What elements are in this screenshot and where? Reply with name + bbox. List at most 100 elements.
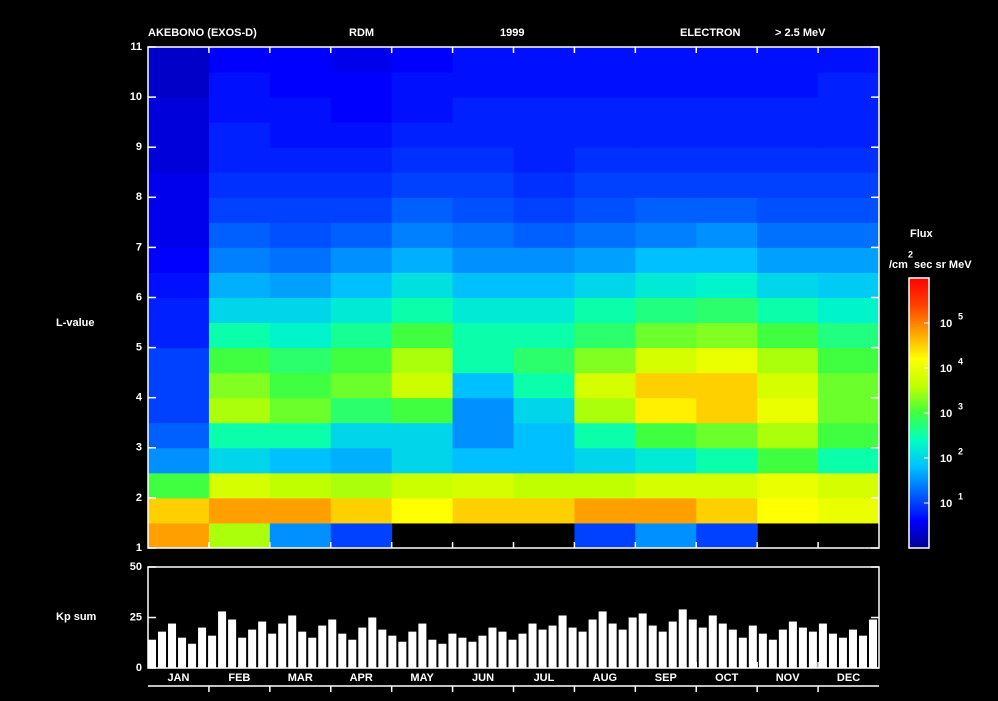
title-part: RDM — [349, 27, 374, 39]
heatmap-cell — [574, 72, 636, 98]
heatmap-cell — [574, 322, 636, 349]
bar — [418, 623, 427, 668]
heatmap-cell — [208, 172, 271, 198]
heatmap-cell — [696, 422, 758, 449]
heatmap-cell — [208, 372, 271, 399]
heatmap-cell — [757, 447, 819, 474]
heatmap-cell — [696, 197, 758, 223]
bar — [598, 611, 607, 668]
heatmap-cell — [330, 372, 393, 399]
heatmap-cell — [635, 122, 697, 148]
heatmap-cell — [574, 372, 636, 399]
heatmap-cell — [208, 297, 271, 324]
heatmap-cell — [208, 147, 271, 173]
heatmap-cell — [513, 497, 575, 524]
heatmap-cell — [513, 147, 575, 173]
heatmap-cell — [148, 397, 210, 424]
heatmap-cell — [330, 147, 393, 173]
heatmap-cell — [696, 347, 758, 374]
heatmap-cell — [452, 472, 514, 499]
heatmap-cell — [635, 72, 697, 98]
colorbar-tick-label: 10 — [940, 408, 952, 420]
heatmap-cell — [513, 422, 575, 449]
heatmap-cell — [148, 422, 210, 449]
heatmap-cell — [269, 122, 332, 148]
heatmap-cell — [757, 397, 819, 424]
heatmap-cell — [635, 522, 697, 549]
x-tick-label: SEP — [655, 672, 677, 684]
heatmap-cell — [635, 372, 697, 399]
heatmap-cell — [818, 272, 880, 298]
bar — [408, 631, 417, 668]
heatmap-cell — [208, 122, 271, 148]
bar — [688, 619, 697, 668]
heatmap-cell — [513, 47, 575, 73]
heatmap-cell — [148, 522, 210, 549]
heatmap-cell — [818, 97, 880, 123]
heatmap-cell — [391, 497, 454, 524]
x-tick-label: OCT — [715, 672, 739, 684]
heatmap-cell — [208, 397, 271, 424]
heatmap-cell — [696, 472, 758, 499]
heatmap-cell — [269, 272, 332, 298]
heatmap-cell — [513, 372, 575, 399]
heatmap-cell — [452, 272, 514, 298]
heatmap-cell — [635, 447, 697, 474]
heatmap-cell — [574, 47, 636, 73]
x-tick-label: JAN — [167, 672, 189, 684]
colorbar-label: Flux — [910, 228, 933, 240]
heatmap-cell — [818, 172, 880, 198]
title-part: > 2.5 MeV — [775, 27, 826, 39]
bar — [828, 633, 837, 668]
y-tick-label: 0 — [136, 662, 142, 674]
bar — [328, 619, 337, 668]
heatmap-cell — [330, 222, 393, 248]
heatmap-cell — [818, 197, 880, 223]
heatmap-cell — [269, 72, 332, 98]
y-tick-label: 1 — [136, 542, 142, 554]
heatmap-cell — [513, 172, 575, 198]
heatmap-cell — [452, 222, 514, 248]
colorbar-tick-exponent: 5 — [958, 311, 963, 321]
heatmap-cell — [330, 272, 393, 298]
heatmap-cell — [208, 422, 271, 449]
colorbar-tick-label: 10 — [940, 498, 952, 510]
bar — [258, 621, 267, 668]
bar — [248, 629, 257, 668]
heatmap-cell — [696, 372, 758, 399]
colorbar-tick-exponent: 3 — [958, 401, 963, 411]
bar — [468, 641, 477, 668]
bar — [638, 613, 647, 668]
heatmap-cell — [391, 72, 454, 98]
heatmap-cell — [818, 322, 880, 349]
heatmap-cell — [513, 222, 575, 248]
heatmap-cell — [148, 347, 210, 374]
heatmap-cell — [330, 247, 393, 273]
bar — [818, 623, 827, 668]
x-tick-label: JUN — [472, 672, 494, 684]
heatmap-cell — [574, 147, 636, 173]
heatmap-cell — [208, 247, 271, 273]
heatmap-cell — [513, 347, 575, 374]
heatmap-cell — [513, 122, 575, 148]
heatmap-cell — [330, 97, 393, 123]
y-tick-label: 7 — [136, 241, 142, 253]
heatmap-cell — [635, 147, 697, 173]
heatmap-cell — [574, 347, 636, 374]
bar — [168, 623, 177, 668]
y-tick-label: 11 — [130, 41, 142, 53]
heatmap-cell — [148, 472, 210, 499]
heatmap-cell — [696, 122, 758, 148]
y-tick-label: 3 — [136, 442, 142, 454]
heatmap-cell — [574, 397, 636, 424]
bar — [268, 633, 277, 668]
heatmap-cell — [574, 472, 636, 499]
bar — [238, 637, 247, 668]
heatmap-cell — [208, 447, 271, 474]
heatmap-cell — [452, 297, 514, 324]
colorbar-tick-label: 10 — [940, 453, 952, 465]
bar — [788, 621, 797, 668]
heatmap-cell — [148, 297, 210, 324]
x-tick-label: FEB — [228, 672, 250, 684]
bar — [208, 635, 217, 668]
